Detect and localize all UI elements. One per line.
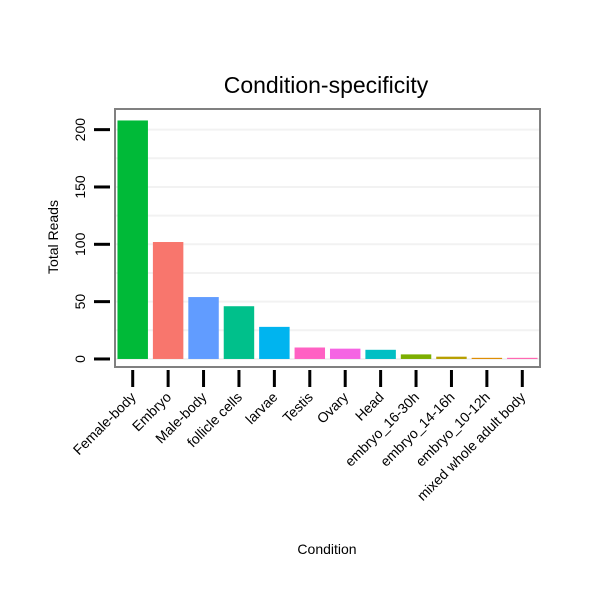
bar: [507, 357, 538, 359]
bar: [117, 120, 148, 359]
bar: [152, 242, 184, 359]
grid-lines: [115, 128, 540, 360]
y-tick-label: 100: [72, 232, 88, 256]
plot-border: [114, 108, 541, 368]
bar: [259, 326, 290, 359]
y-tick-label: 150: [72, 175, 88, 199]
bar: [471, 357, 503, 359]
y-tick-label: 200: [72, 118, 88, 142]
y-tick-label: 50: [72, 294, 88, 310]
bar: [329, 348, 361, 359]
y-axis-ticks: 0 50 100 150 200: [72, 118, 110, 363]
bar: [365, 349, 396, 359]
y-tick-label: 0: [72, 355, 88, 363]
bar: [400, 354, 432, 359]
bars: [117, 120, 538, 359]
x-axis-label: Condition: [297, 541, 356, 557]
chart-title: Condition-specificity: [224, 72, 429, 98]
bar: [188, 297, 219, 359]
bar: [294, 347, 326, 359]
bar: [223, 306, 255, 359]
x-tick-label: Ovary: [314, 389, 352, 427]
y-axis-label: Total Reads: [45, 200, 61, 274]
x-tick-label: Testis: [279, 389, 316, 426]
x-tick-label: larvae: [242, 389, 280, 427]
bar: [436, 356, 467, 359]
